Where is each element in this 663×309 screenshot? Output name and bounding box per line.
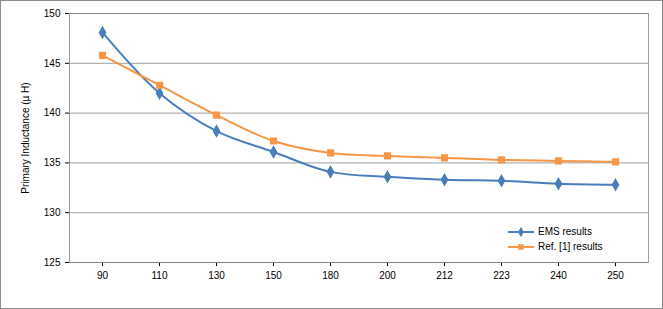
- svg-text:90: 90: [97, 270, 109, 281]
- html-text:EMS results: EMS results: [538, 226, 592, 237]
- svg-text:130: 130: [208, 270, 225, 281]
- svg-text:130: 130: [44, 207, 61, 218]
- svg-text:150: 150: [265, 270, 282, 281]
- svg-text:200: 200: [379, 270, 396, 281]
- svg-text:135: 135: [44, 157, 61, 168]
- svg-text:223: 223: [493, 270, 510, 281]
- svg-text:150: 150: [44, 8, 61, 19]
- svg-text:145: 145: [44, 58, 61, 69]
- svg-text:212: 212: [436, 270, 453, 281]
- svg-text:125: 125: [44, 257, 61, 268]
- svg-text:Primary Inductance (µ H): Primary Inductance (µ H): [20, 82, 31, 193]
- svg-text:250: 250: [607, 270, 624, 281]
- svg-text:240: 240: [550, 270, 567, 281]
- svg-text:110: 110: [152, 270, 168, 281]
- svg-text:140: 140: [44, 107, 61, 118]
- svg-text:180: 180: [322, 270, 339, 281]
- html-text:Ref. [1] results: Ref. [1] results: [538, 241, 603, 252]
